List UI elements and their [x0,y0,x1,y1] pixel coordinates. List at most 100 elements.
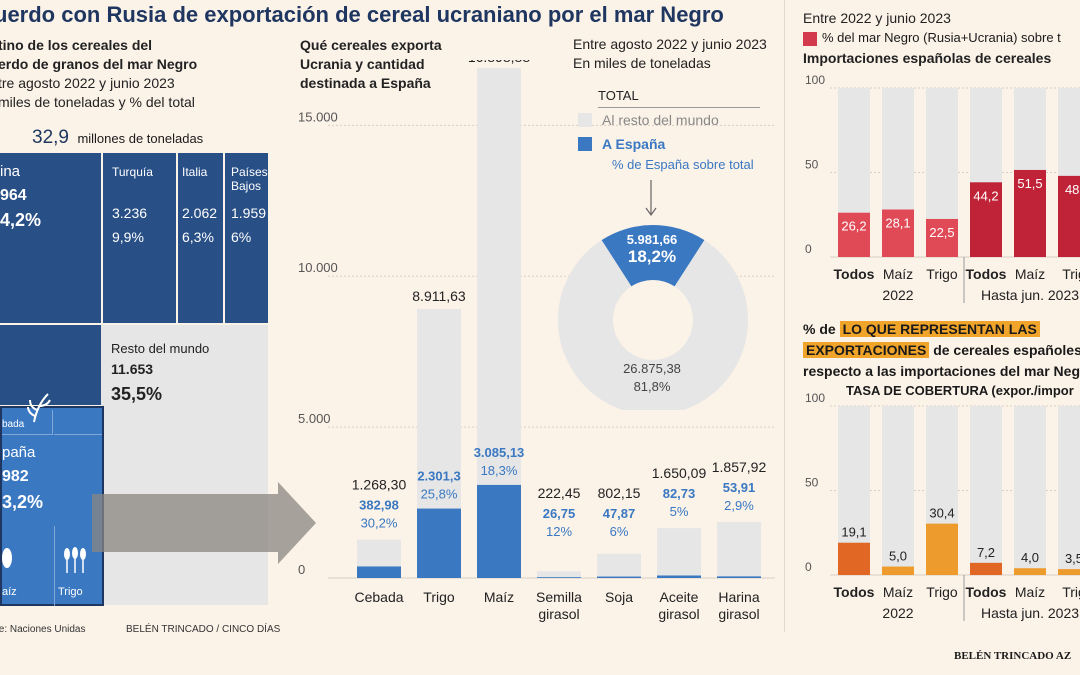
x-tick-label: Maíz [484,589,514,605]
x-tick-label: Trig [1062,266,1080,282]
left-total-value: 32,9 [32,127,69,148]
bar-value [926,218,958,257]
total-label: 802,15 [598,485,641,501]
cell-name: ina [0,163,21,180]
left-header-line-2: erdo de granos del mar Negro [0,56,198,72]
cell-pct: 3,2% [2,492,44,512]
value-label: 51,5 [1017,176,1042,191]
bar-rest [597,553,641,577]
y-tick-label: 0 [805,560,812,574]
right-header-2-line-2: EXPORTACIONES de cereales españoles [803,340,1080,361]
treemap-cell-turquia: Turquía 3.236 9,9% [103,153,176,323]
bar-rest [477,68,521,485]
donut-rest-labels: 26.875,38 81,8% [603,361,701,394]
x-tick-label: Trig [1062,584,1080,600]
cell-pct: 35,5% [111,384,163,404]
bar-spain [357,566,401,578]
right-period: Entre 2022 y junio 2023 [803,10,951,26]
divider [54,526,55,606]
bar-value [1014,568,1046,575]
x-tick-label: Maíz [883,266,913,282]
donut-slice-spain [601,224,705,287]
spain-pct-label: 18,3% [481,463,518,478]
value-label: 22,5 [929,225,954,240]
value-label: 44,2 [973,188,998,203]
spain-value-label: 82,73 [663,486,696,501]
export-bar-chart: 0 5.000 10.000 15.000 1.268,30 382,98 30,2% Ceb… [298,60,775,622]
bar-spain [717,576,761,578]
bar-spain [417,508,461,578]
value-label: 26,2 [841,219,866,234]
bar-background [1014,406,1046,575]
spain-value-label: 47,87 [603,506,636,521]
x-tick-label: girasol [658,606,699,622]
left-total: 32,9 millones de toneladas [32,127,203,149]
header2-pre: % de [803,321,840,337]
right-header-2: % de LO QUE REPRESENTAN LAS EXPORTACIONE… [803,319,1080,382]
down-arrow-icon [645,180,657,218]
x-group-label: 2022 [882,605,913,621]
page-title: uerdo con Rusia de exportación de cereal… [0,2,724,27]
x-tick-label: Aceite [660,589,699,605]
cell-name: Países Bajos [231,165,268,193]
left-header-line-1: tino de los cereales del [0,37,153,53]
donut-rest-value: 26.875,38 [623,361,681,376]
bar-spain [477,484,521,578]
trigo-label: Trigo [58,586,83,598]
right-header-2-line-3: respecto a las importaciones del mar Neg [803,363,1080,379]
cell-name: Italia [182,165,208,179]
legend-total: TOTAL [598,88,639,103]
value-label: 28,1 [885,216,910,231]
bar-value [1014,169,1046,257]
cell-value: 11.653 [111,361,154,377]
header2-highlight-2: EXPORTACIONES [803,342,930,358]
bar-value [882,566,914,575]
tasa-label: TASA DE COBERTURA (expor./impor [846,383,1074,398]
bar-rest [417,309,461,509]
value-label: 5,0 [889,549,907,564]
x-tick-label: Todos [834,266,875,282]
spain-pct-label: 5% [670,504,689,519]
bar-background [1058,406,1080,575]
total-label: 222,45 [538,485,581,501]
bar-value [1058,175,1080,257]
cell-value: 1.959 [231,205,267,221]
mid-units: En miles de toneladas [573,55,711,71]
x-group-label: 2022 [882,287,913,303]
maiz-icon [2,546,16,572]
legend-spain-swatch [578,137,592,151]
x-tick-label: Maíz [1015,584,1045,600]
spain-pct-label: 6% [610,524,629,539]
right-header-2-line-1: % de LO QUE REPRESENTAN LAS [803,319,1080,340]
y-tick-label: 50 [805,476,819,490]
bar-rest [657,528,701,576]
donut-slice-rest [558,240,748,410]
x-group-label: Hasta jun. 2023 [981,605,1079,621]
cebada-box: bada [2,410,53,435]
donut-spain-value: 5.981,66 [626,232,678,247]
x-tick-label: Soja [605,589,633,605]
arrow-graphic [92,482,318,564]
y-tick-label: 100 [805,73,825,87]
value-label: 3,5 [1065,551,1080,566]
x-tick-label: girasol [718,606,759,622]
value-label: 4,0 [1021,550,1039,565]
bar-background [882,406,914,575]
bar-rest [357,539,401,567]
bar-value [970,182,1002,257]
cebada-icon [24,392,54,424]
cell-pct: 6% [231,229,252,245]
left-units: miles de toneladas y % del total [0,94,195,110]
bar-rest [537,571,581,578]
x-tick-label: Harina [718,589,759,605]
x-tick-label: Cebada [354,589,403,605]
left-period: tre agosto 2022 y junio 2023 [0,75,175,91]
treemap-cell-china: ina 964 4,2% [0,153,101,323]
x-tick-label: Todos [966,266,1007,282]
treemap-cell-italia: Italia 2.062 6,3% [178,153,223,323]
x-tick-label: girasol [538,606,579,622]
mid-header-line-3: destinada a España [300,75,431,91]
total-label: 16.898,88 [468,60,530,65]
x-tick-label: Maíz [883,584,913,600]
mid-header-line-1: Qué cereales exporta [300,37,442,53]
